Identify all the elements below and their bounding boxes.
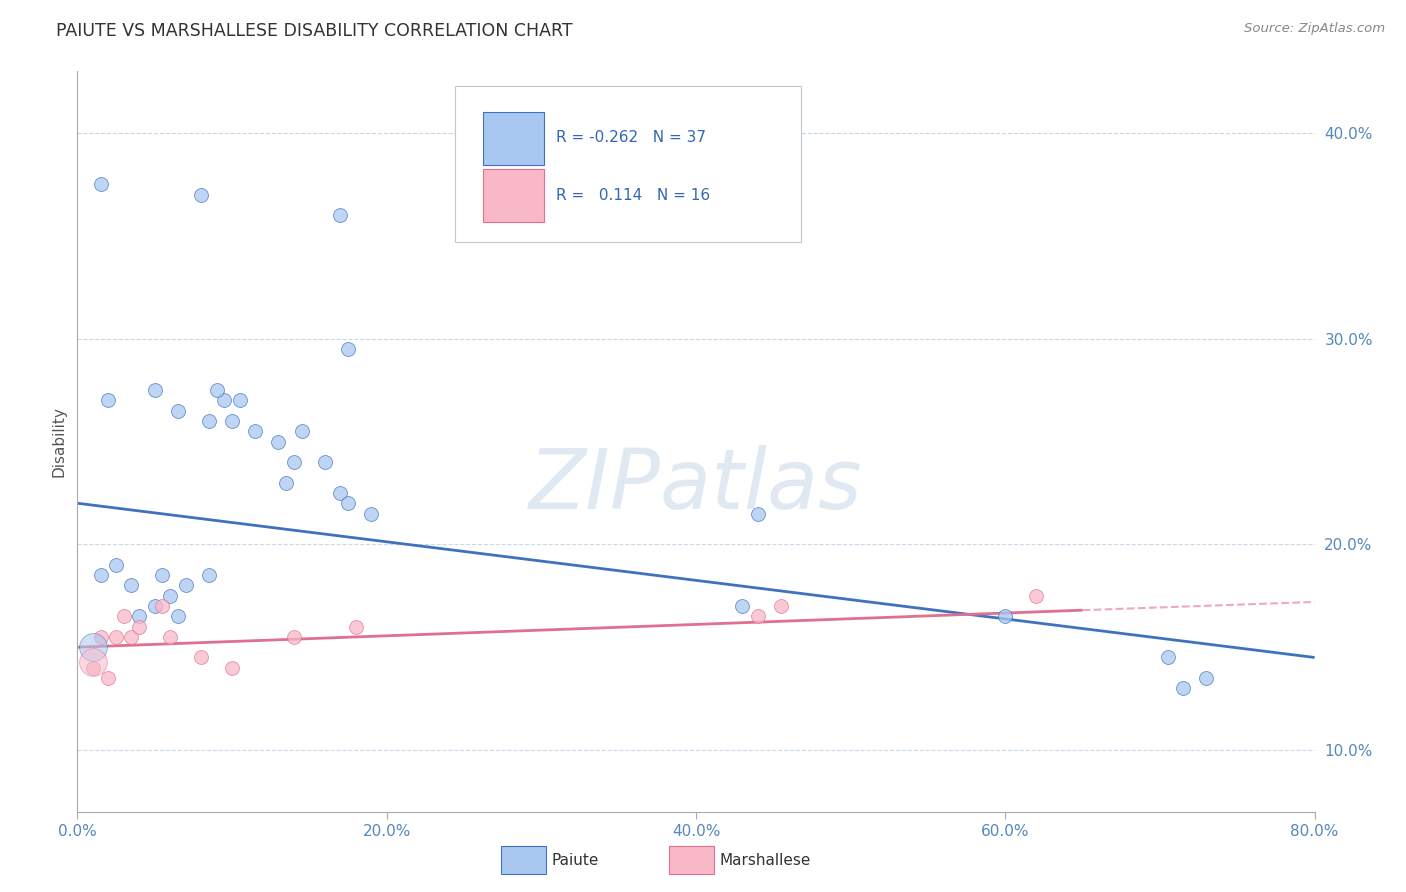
Point <box>214 393 236 408</box>
Point <box>82 640 104 655</box>
Point <box>152 599 174 613</box>
Point <box>128 619 150 633</box>
Point <box>121 630 143 644</box>
Text: Marshallese: Marshallese <box>720 854 811 868</box>
Text: R = -0.262   N = 37: R = -0.262 N = 37 <box>557 130 706 145</box>
Point <box>1025 589 1047 603</box>
Point <box>1173 681 1195 696</box>
FancyBboxPatch shape <box>484 112 544 165</box>
Point <box>152 568 174 582</box>
Y-axis label: Disability: Disability <box>51 406 66 477</box>
Point <box>337 496 360 510</box>
Point <box>731 599 754 613</box>
Point <box>747 609 769 624</box>
Point <box>82 661 104 675</box>
Point <box>143 383 166 397</box>
Point <box>105 558 127 572</box>
Point <box>205 383 228 397</box>
Point <box>267 434 290 449</box>
Point <box>770 599 793 613</box>
Point <box>112 609 135 624</box>
Text: R =   0.114   N = 16: R = 0.114 N = 16 <box>557 187 710 202</box>
Text: Source: ZipAtlas.com: Source: ZipAtlas.com <box>1244 22 1385 36</box>
Point <box>197 414 219 428</box>
Point <box>360 507 382 521</box>
Point <box>128 609 150 624</box>
FancyBboxPatch shape <box>484 169 544 222</box>
Point <box>143 599 166 613</box>
Point <box>1157 650 1180 665</box>
Point <box>747 507 769 521</box>
Point <box>283 630 305 644</box>
Point <box>228 393 252 408</box>
Point <box>174 578 197 592</box>
Point <box>159 589 181 603</box>
Point <box>329 486 352 500</box>
Point <box>337 342 360 356</box>
Point <box>190 187 212 202</box>
Point <box>221 661 243 675</box>
Point <box>97 393 120 408</box>
Point <box>167 609 190 624</box>
Point <box>283 455 305 469</box>
Point <box>314 455 336 469</box>
Point <box>197 568 219 582</box>
Point <box>344 619 367 633</box>
Point <box>276 475 298 490</box>
Text: Paiute: Paiute <box>551 854 599 868</box>
Point <box>159 630 181 644</box>
Point <box>291 424 314 438</box>
Point <box>190 650 212 665</box>
Text: PAIUTE VS MARSHALLESE DISABILITY CORRELATION CHART: PAIUTE VS MARSHALLESE DISABILITY CORRELA… <box>56 22 572 40</box>
Point <box>82 655 104 669</box>
Point <box>97 671 120 685</box>
Point <box>90 630 111 644</box>
Point <box>121 578 143 592</box>
Point <box>1195 671 1218 685</box>
Text: ZIPatlas: ZIPatlas <box>529 445 863 526</box>
Point <box>245 424 267 438</box>
Point <box>90 178 111 192</box>
Point <box>994 609 1017 624</box>
Point <box>90 568 111 582</box>
Point <box>167 403 190 417</box>
FancyBboxPatch shape <box>454 87 801 242</box>
Point <box>105 630 127 644</box>
Point <box>221 414 243 428</box>
Point <box>329 208 352 222</box>
